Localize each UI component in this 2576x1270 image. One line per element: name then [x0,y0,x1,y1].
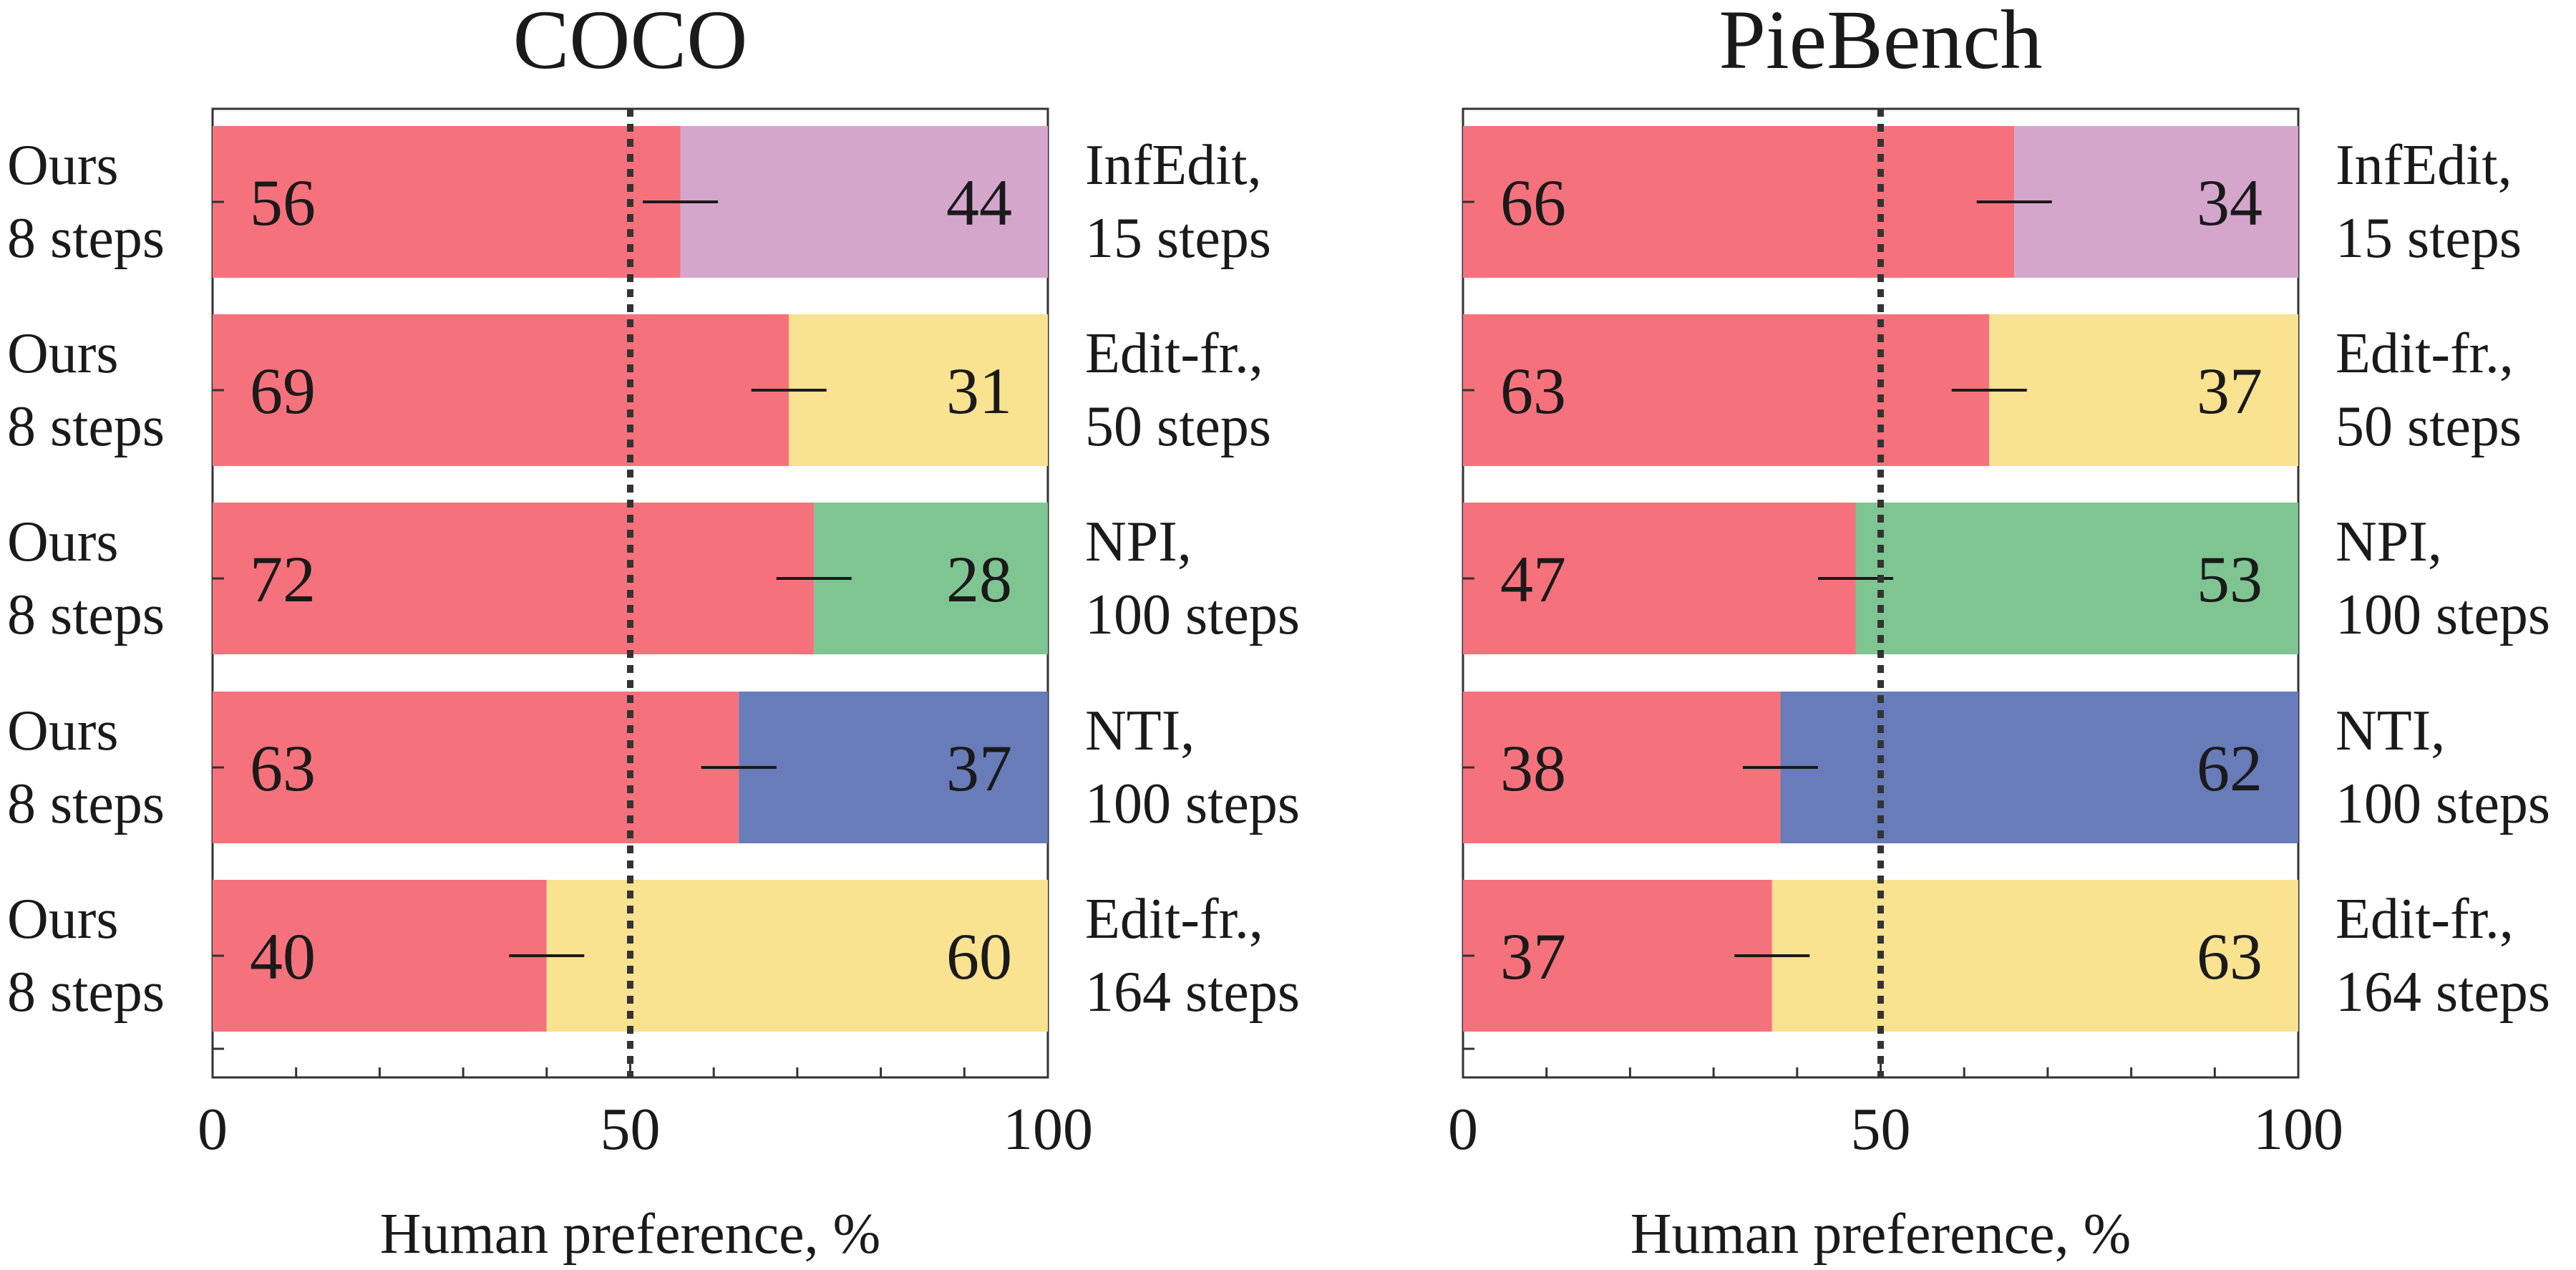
row-label-right: 50 steps [1085,395,1271,458]
bar-ours [213,880,547,1032]
x-tick-label: 50 [1851,1096,1911,1163]
row-label-right: 100 steps [2336,583,2550,646]
bar-baseline [1771,880,2298,1032]
value-label-baseline: 37 [2197,354,2262,427]
value-label-baseline: 34 [2197,166,2262,239]
value-label-ours: 63 [1500,354,1566,427]
bar-ours [1463,126,2015,278]
x-tick-label: 0 [198,1096,228,1163]
x-tick-label: 0 [1448,1096,1478,1163]
row-label-right: Edit-fr., [1085,322,1263,385]
row-label-right: InfEdit, [1085,134,1262,197]
bar-baseline [1780,692,2298,843]
value-label-ours: 47 [1500,543,1566,616]
value-label-baseline: 60 [946,920,1012,993]
bar-baseline [789,314,1048,466]
value-label-baseline: 44 [946,166,1012,239]
row-label-right: 100 steps [1085,772,1300,835]
bar-ours [1463,314,1990,466]
row-label-right: 100 steps [2336,772,2550,835]
row-label-right: 15 steps [1085,207,1271,270]
x-axis-label: Human preference, % [1630,1203,2132,1266]
value-label-baseline: 53 [2197,543,2262,616]
bar-ours [213,503,815,654]
x-tick-label: 100 [1003,1096,1093,1163]
row-label-right: 164 steps [2336,961,2550,1024]
row-label-left: 8 steps [7,961,165,1024]
value-label-ours: 56 [250,166,316,239]
row-label-right: 15 steps [2336,207,2522,270]
row-label-right: Edit-fr., [2336,888,2514,951]
row-label-right: Edit-fr., [2336,322,2514,385]
row-label-left: Ours [7,134,119,197]
value-label-baseline: 28 [946,543,1012,616]
bar-ours [1463,880,1772,1032]
panel-piebench: 66 34 63 37 47 53 38 62 37 63 0 50 100 InfEdit, 15 ste… [1448,0,2550,1266]
bar-baseline [1989,314,2298,466]
value-label-baseline: 31 [946,354,1012,427]
bar-ours [213,692,739,843]
row-label-left: Ours [7,699,119,762]
row-label-right: NPI, [1085,510,1192,573]
row-label-left: Ours [7,510,119,573]
bar-ours [1463,692,1781,843]
row-label-left: 8 steps [7,583,165,646]
x-tick-label: 100 [2253,1096,2343,1163]
value-label-ours: 38 [1500,732,1566,805]
row-label-right: NTI, [2336,699,2445,762]
value-label-ours: 72 [250,543,316,616]
row-label-right: Edit-fr., [1085,888,1263,951]
row-label-left: Ours [7,888,119,951]
bar-baseline [680,126,1048,278]
x-axis-label: Human preference, % [380,1203,881,1266]
value-label-baseline: 63 [2197,920,2262,993]
row-label-left: 8 steps [7,207,165,270]
value-label-ours: 37 [1500,920,1566,993]
value-label-baseline: 62 [2197,732,2262,805]
row-label-right: 164 steps [1085,961,1300,1024]
bar-ours [213,126,681,278]
row-label-right: NTI, [1085,699,1195,762]
row-label-right: 50 steps [2336,395,2522,458]
bar-baseline [1855,503,2298,654]
bar-baseline [739,692,1048,843]
bar-ours [213,314,789,466]
row-label-right: InfEdit, [2336,134,2512,197]
bar-baseline [814,503,1048,654]
x-tick-label: 50 [601,1096,661,1163]
row-label-left: 8 steps [7,772,165,835]
bar-baseline [2014,126,2298,278]
value-label-ours: 63 [250,732,316,805]
row-label-left: 8 steps [7,395,165,458]
value-label-ours: 40 [250,920,316,993]
row-label-right: NPI, [2336,510,2442,573]
value-label-baseline: 37 [946,732,1012,805]
row-label-right: 100 steps [1085,583,1300,646]
chart-title: PieBench [1719,0,2042,87]
bar-ours [1463,503,1856,654]
value-label-ours: 69 [250,354,316,427]
value-label-ours: 66 [1500,166,1566,239]
row-label-left: Ours [7,322,119,385]
panel-coco: 56 44 69 31 72 28 63 37 40 60 0 50 100 Ours 8 steps Our… [7,0,1300,1266]
chart-title: COCO [513,0,748,87]
